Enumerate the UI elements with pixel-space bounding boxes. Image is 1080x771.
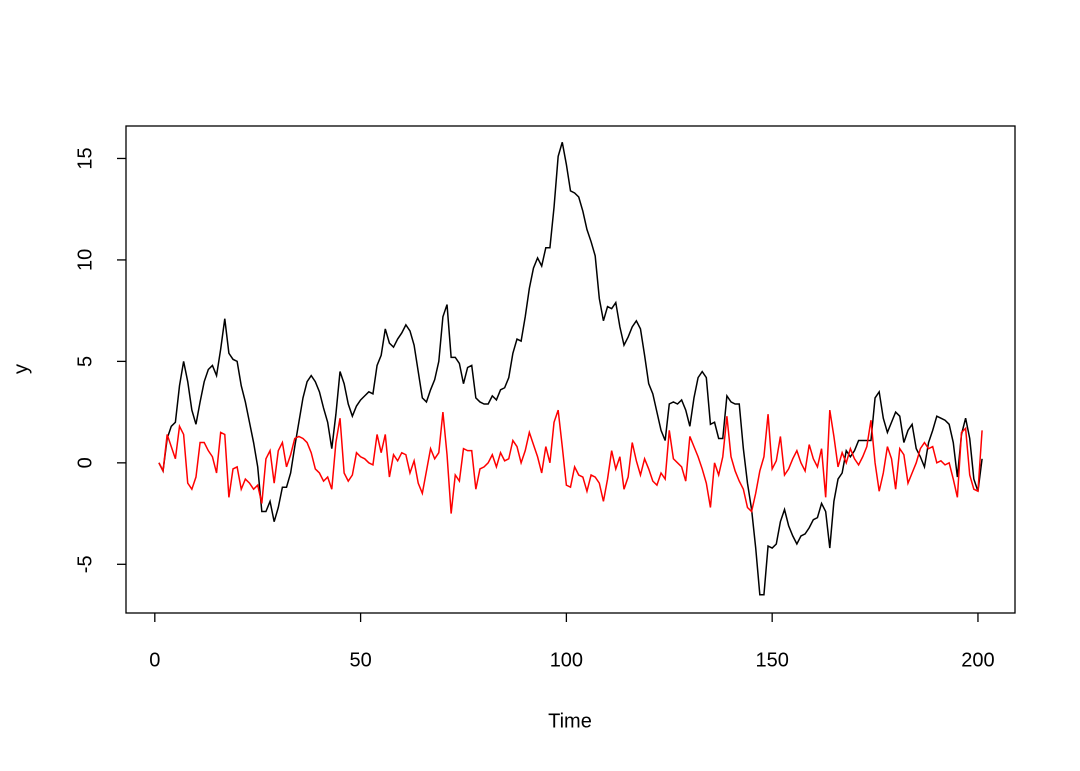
x-tick-label: 200 xyxy=(961,649,994,671)
series-line xyxy=(158,409,983,514)
y-tick-label: -5 xyxy=(74,555,96,573)
plot-box xyxy=(125,125,1016,614)
x-tick-label: 100 xyxy=(550,649,583,671)
x-tick-label: 150 xyxy=(755,649,788,671)
series-line xyxy=(158,142,983,596)
y-tick-label: 10 xyxy=(74,249,96,271)
y-tick-label: 0 xyxy=(74,457,96,468)
x-tick-label: 50 xyxy=(349,649,371,671)
x-axis-label: Time xyxy=(548,710,592,732)
y-axis-label: y xyxy=(10,364,32,374)
y-tick-label: 5 xyxy=(74,356,96,367)
y-tick-label: 15 xyxy=(74,147,96,169)
x-tick-label: 0 xyxy=(149,649,160,671)
